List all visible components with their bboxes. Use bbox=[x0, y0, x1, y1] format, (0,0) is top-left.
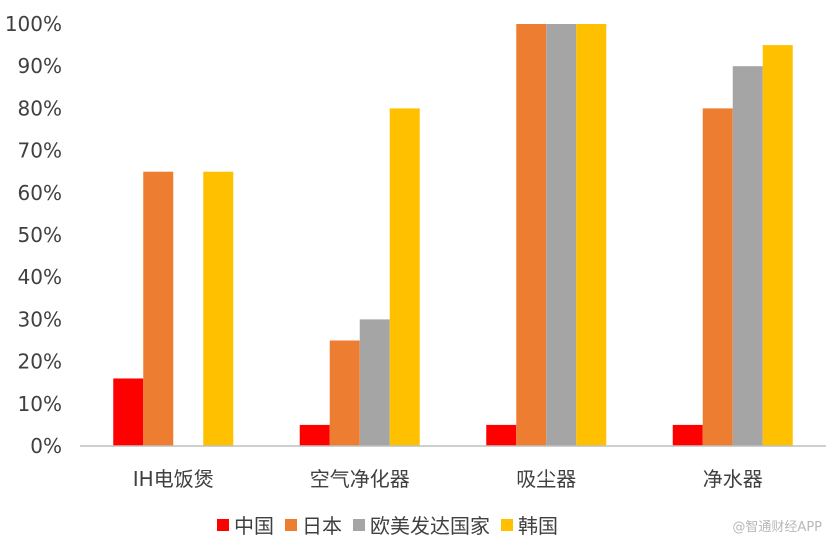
legend-swatch bbox=[501, 519, 513, 531]
y-tick-label: 30% bbox=[18, 307, 62, 331]
bar-3-0 bbox=[203, 171, 234, 446]
legend: 中国 日本 欧美发达国家 韩国 bbox=[217, 514, 558, 538]
bar-2-1 bbox=[359, 319, 390, 446]
bar-2-2 bbox=[546, 24, 577, 446]
bar-3-1 bbox=[389, 108, 420, 447]
x-category-label: 净水器 bbox=[703, 467, 763, 491]
y-tick-label: 10% bbox=[18, 392, 62, 416]
bar-1-3 bbox=[702, 108, 733, 447]
bar-1-1 bbox=[329, 340, 360, 446]
bars-group bbox=[113, 24, 793, 447]
bar-2-3 bbox=[732, 66, 763, 446]
y-tick-label: 70% bbox=[18, 139, 62, 163]
y-tick-label: 20% bbox=[18, 350, 62, 374]
legend-swatch bbox=[353, 519, 365, 531]
bar-3-3 bbox=[762, 45, 793, 446]
y-tick-label: 60% bbox=[18, 181, 62, 205]
bar-0-2 bbox=[486, 424, 517, 446]
legend-label: 中国 bbox=[234, 514, 274, 538]
bar-0-0 bbox=[113, 378, 144, 446]
y-tick-label: 100% bbox=[5, 12, 62, 36]
y-tick-label: 80% bbox=[18, 96, 62, 120]
x-category-label: IH电饭煲 bbox=[133, 467, 214, 491]
bar-1-2 bbox=[516, 24, 547, 446]
legend-swatch bbox=[217, 519, 229, 531]
legend-label: 日本 bbox=[302, 514, 342, 538]
legend-swatch bbox=[285, 519, 297, 531]
bar-3-2 bbox=[576, 24, 607, 446]
bar-1-0 bbox=[143, 171, 174, 446]
legend-label: 欧美发达国家 bbox=[370, 514, 490, 538]
y-tick-label: 90% bbox=[18, 54, 62, 78]
bar-0-1 bbox=[299, 424, 330, 446]
bar-0-3 bbox=[672, 424, 703, 446]
x-category-label: 吸尘器 bbox=[516, 467, 576, 491]
legend-label: 韩国 bbox=[518, 514, 558, 538]
x-category-label: 空气净化器 bbox=[310, 467, 410, 491]
x-axis-labels: IH电饭煲 空气净化器 吸尘器 净水器 bbox=[133, 467, 763, 491]
y-tick-label: 50% bbox=[18, 223, 62, 247]
y-tick-label: 40% bbox=[18, 265, 62, 289]
y-axis: 0% 10% 20% 30% 40% 50% 60% 70% 80% 90% 100% bbox=[5, 12, 62, 458]
y-tick-label: 0% bbox=[30, 434, 62, 458]
watermark-text: @智通财经APP bbox=[732, 520, 822, 535]
